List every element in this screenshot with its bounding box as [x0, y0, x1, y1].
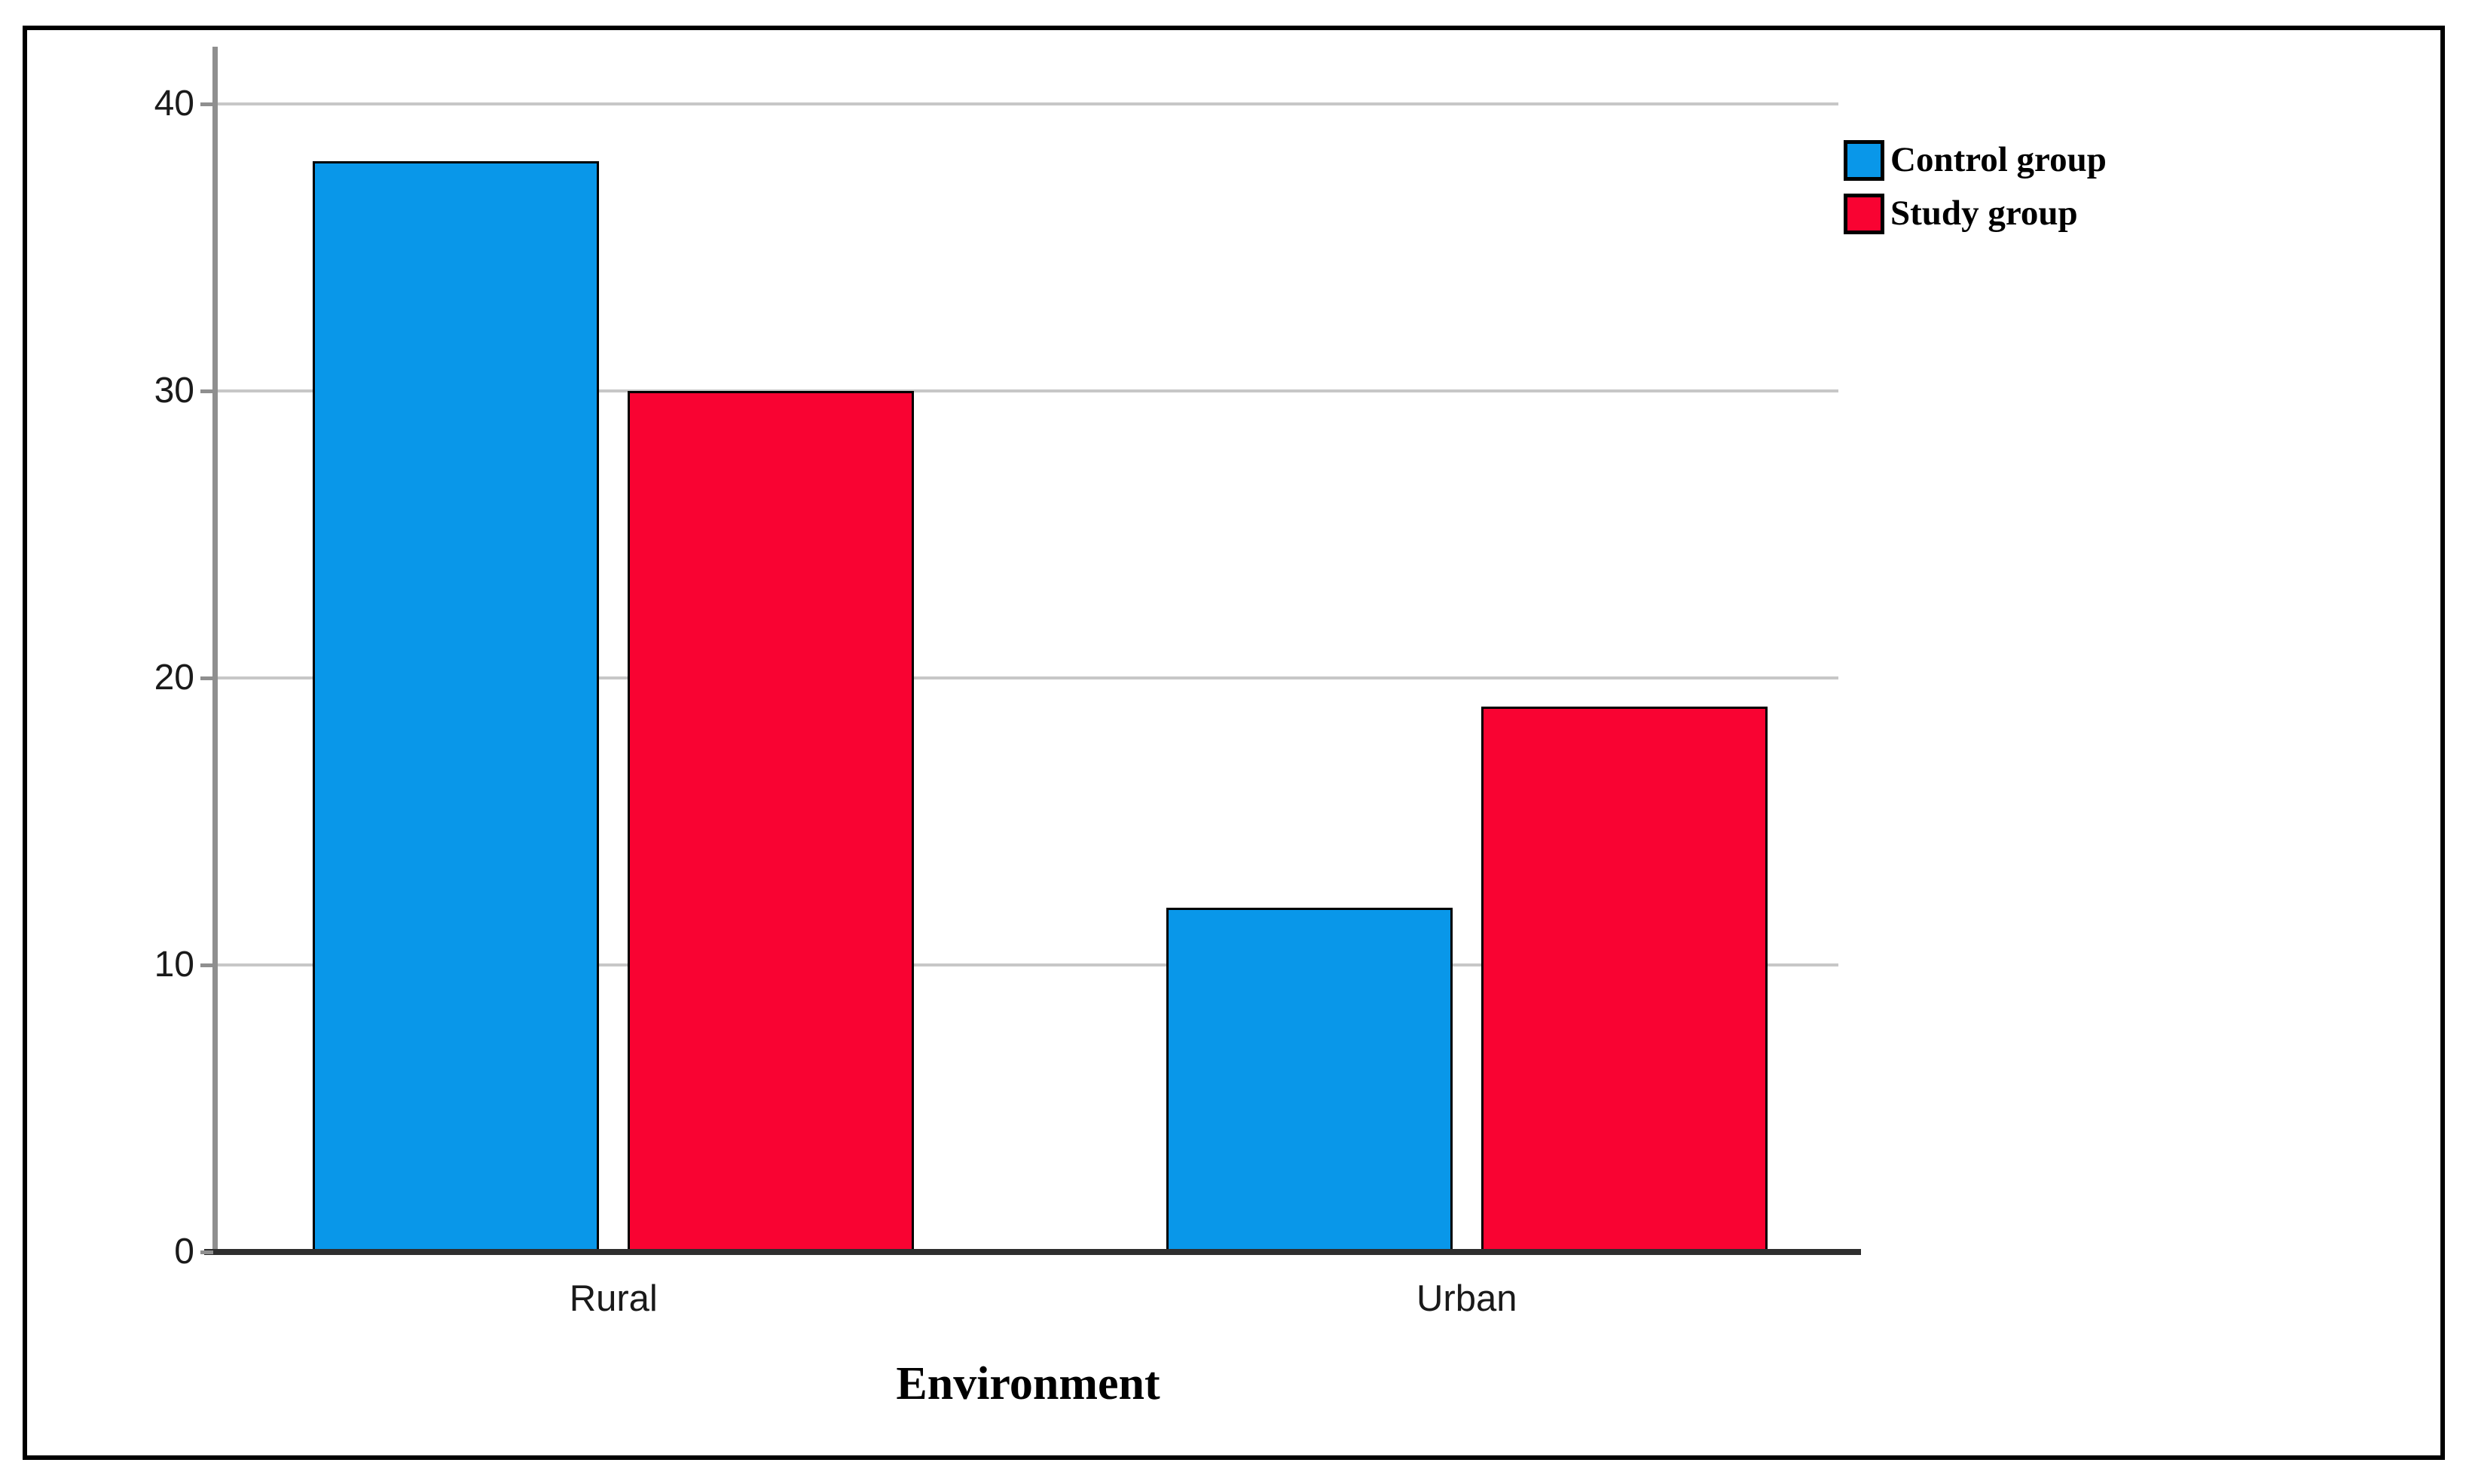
gridline: [218, 389, 1838, 393]
legend-item-control: Control group: [1844, 140, 2107, 181]
legend-item-study: Study group: [1844, 194, 2107, 234]
x-category-label: Rural: [569, 1278, 658, 1319]
y-tick-mark: [200, 389, 213, 394]
legend-label-study: Study group: [1890, 194, 2078, 234]
y-tick-label: 20: [154, 658, 194, 698]
y-tick-label: 30: [154, 371, 194, 411]
legend-swatch-study-icon: [1844, 194, 1884, 234]
bar-control-rural: [313, 161, 600, 1252]
legend-label-control: Control group: [1890, 140, 2107, 180]
x-axis-baseline: [204, 1249, 1861, 1255]
figure-border-frame: [23, 26, 2445, 1460]
y-tick-label: 40: [154, 84, 194, 124]
legend-swatch-control-icon: [1844, 140, 1884, 181]
gridline: [218, 963, 1838, 967]
bar-control-urban: [1166, 907, 1453, 1252]
y-tick-label: 0: [174, 1232, 194, 1272]
y-tick-mark: [200, 676, 213, 681]
bar-study-urban: [1481, 707, 1768, 1252]
x-axis-title: Environment: [896, 1358, 1160, 1409]
y-tick-mark: [200, 102, 213, 107]
y-axis-line: [212, 47, 218, 1252]
x-category-label: Urban: [1416, 1278, 1517, 1319]
legend: Control group Study group: [1844, 140, 2107, 234]
gridline: [218, 676, 1838, 680]
gridline: [218, 102, 1838, 106]
y-tick-mark: [200, 1250, 213, 1254]
y-tick-mark: [200, 963, 213, 968]
y-tick-label: 10: [154, 945, 194, 985]
bar-study-rural: [628, 391, 915, 1252]
